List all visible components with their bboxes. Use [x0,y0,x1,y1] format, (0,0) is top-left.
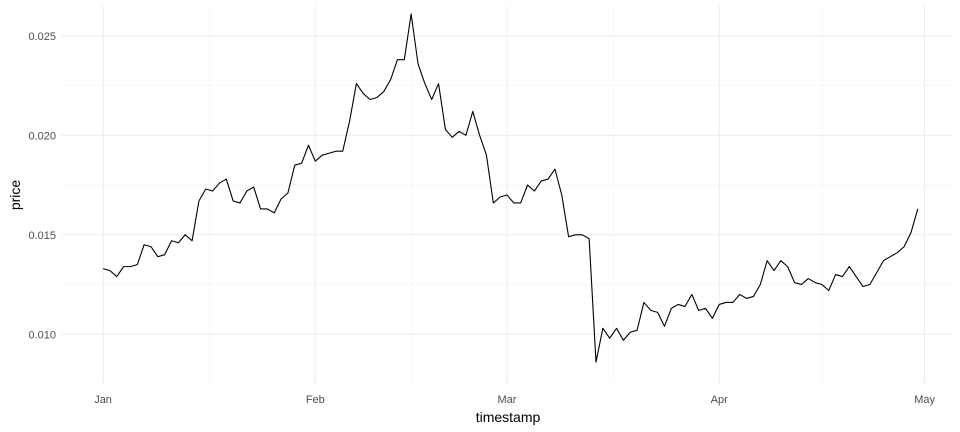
x-tick-label: Apr [711,394,728,406]
x-tick-label: Jan [94,394,112,406]
x-tick-label: May [914,394,935,406]
price-series-line [102,13,919,363]
x-axis-title: timestamp [476,409,541,425]
y-tick-label: 0.015 [28,230,56,242]
y-tick-label: 0.025 [28,31,56,43]
grid [62,6,952,385]
y-axis-title: price [7,180,23,211]
x-tick-label: Mar [498,394,517,406]
tick-labels: 0.010 0.015 0.020 0.025 Jan Feb Mar Apr May [28,31,935,406]
y-tick-label: 0.010 [28,329,56,341]
y-tick-label: 0.020 [28,130,56,142]
x-tick-label: Feb [306,394,325,406]
